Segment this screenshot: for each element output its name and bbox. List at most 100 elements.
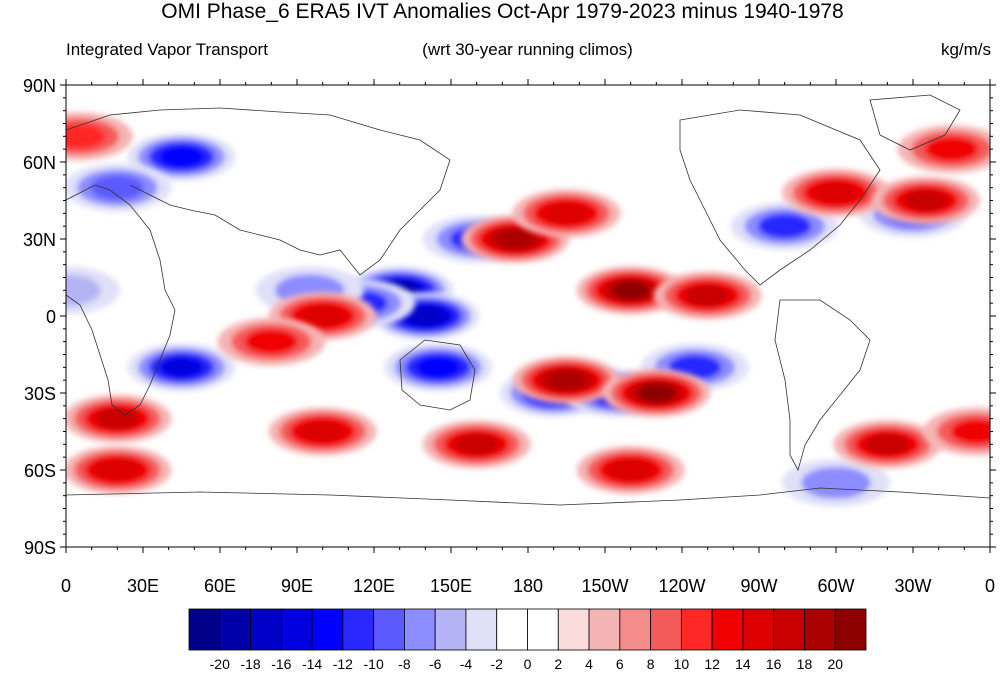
colorbar-label: -18 xyxy=(240,656,260,672)
lat-label: 60S xyxy=(24,461,56,481)
colorbar-swatch xyxy=(619,608,651,651)
colorbar-label: 8 xyxy=(647,656,655,672)
anomaly-contour xyxy=(66,123,106,149)
anomaly-contour xyxy=(801,466,871,499)
colorbar-swatch xyxy=(742,608,775,651)
colorbar-label: 2 xyxy=(554,656,562,672)
anomaly-contour xyxy=(814,182,858,204)
colorbar-swatch xyxy=(834,608,867,651)
colorbar-label: 14 xyxy=(735,656,751,672)
anomaly-blob xyxy=(923,407,990,456)
south-america-outline xyxy=(774,299,871,472)
colorbar-swatch xyxy=(250,608,282,651)
anomaly-blob xyxy=(217,317,326,366)
units-label: kg/m/s xyxy=(940,40,991,59)
anomaly-blob xyxy=(576,446,685,494)
colorbar-swatch xyxy=(342,608,375,651)
colorbar-swatch xyxy=(373,608,405,651)
anomaly-contour xyxy=(66,274,101,307)
colorbar-label: -2 xyxy=(491,656,504,672)
colorbar-swatch xyxy=(188,608,221,651)
lat-label: 90S xyxy=(24,538,56,558)
anomaly-contour xyxy=(608,459,653,481)
plot-area xyxy=(66,85,990,547)
colorbar-swatch xyxy=(804,608,836,651)
lon-label: 90E xyxy=(281,576,313,596)
anomaly-contour xyxy=(758,213,812,239)
colorbar-label: -4 xyxy=(460,656,473,672)
colorbar-swatch xyxy=(404,608,436,651)
anomaly-contour xyxy=(950,418,990,445)
australia-outline xyxy=(399,339,476,411)
anomaly-blob xyxy=(384,343,493,392)
greenland-outline xyxy=(869,94,961,151)
colorbar-label: 16 xyxy=(766,656,782,672)
anomaly-contour xyxy=(159,356,204,379)
lon-label: 180 xyxy=(513,576,543,596)
colorbar-label: -12 xyxy=(333,656,353,672)
lat-label: 30N xyxy=(23,230,56,250)
lon-label: 30E xyxy=(127,576,159,596)
lat-label: 30S xyxy=(24,384,56,404)
colorbar-label: -8 xyxy=(398,656,411,672)
colorbar-label: 0 xyxy=(524,656,532,672)
anomaly-blob xyxy=(730,202,839,251)
anomaly-contour xyxy=(544,202,589,224)
anomaly-blob xyxy=(833,420,942,469)
lon-label: 60E xyxy=(204,576,236,596)
colorbar-label: -14 xyxy=(302,656,322,672)
colorbar-swatch xyxy=(434,608,467,651)
lon-label: 90W xyxy=(740,576,777,596)
colorbar-swatch xyxy=(219,608,251,651)
colorbar-label: 10 xyxy=(674,656,690,672)
colorbar-label: 12 xyxy=(704,656,720,672)
colorbar-label: 20 xyxy=(827,656,843,672)
colorbar-label: 6 xyxy=(616,656,624,672)
lon-label: 150W xyxy=(581,576,628,596)
colorbar-swatch xyxy=(280,608,313,651)
anomaly-blob xyxy=(66,394,172,443)
anomaly-blob xyxy=(66,266,120,315)
colorbar-swatch xyxy=(680,608,713,651)
map-title: OMI Phase_6 ERA5 IVT Anomalies Oct-Apr 1… xyxy=(161,0,844,23)
colorbar-label: -10 xyxy=(364,656,384,672)
colorbar-swatch xyxy=(311,608,344,651)
anomaly-blob xyxy=(512,356,621,405)
anomaly-contour xyxy=(865,433,910,456)
anomaly-blob xyxy=(897,125,990,174)
lon-label: 0 xyxy=(985,576,995,596)
africa-outline xyxy=(66,184,176,416)
anomaly-contour xyxy=(547,370,586,390)
anomaly-contour xyxy=(454,433,499,456)
anomaly-blob xyxy=(782,458,890,507)
north-america-outline xyxy=(679,109,881,286)
anomaly-field xyxy=(66,112,990,507)
center-subtitle: (wrt 30-year running climos) xyxy=(422,40,633,59)
anomaly-blob xyxy=(127,343,236,392)
lon-label: 30W xyxy=(894,576,931,596)
anomaly-blob xyxy=(871,176,980,225)
lon-label: 0 xyxy=(61,576,71,596)
colorbar-label: 18 xyxy=(797,656,813,672)
anomaly-contour xyxy=(95,459,140,481)
anomaly-blob xyxy=(602,369,711,417)
colorbar-swatch xyxy=(588,608,621,651)
colorbar: -20 -18 -16 -14 -12 -10 -8 -6 -4 -2 0 2 4 6 8 10 12 14 16 1… xyxy=(188,608,867,672)
colorbar-swatch xyxy=(650,608,682,651)
left-subtitle: Integrated Vapor Transport xyxy=(66,40,268,59)
anomaly-contour xyxy=(496,229,535,249)
lon-label: 120W xyxy=(658,576,705,596)
colorbar-label: -20 xyxy=(210,656,230,672)
colorbar-label: -16 xyxy=(271,656,291,672)
colorbar-swatch xyxy=(465,608,498,651)
eurasia-outline xyxy=(66,107,451,276)
lat-label: 60N xyxy=(23,153,56,173)
lat-label: 90N xyxy=(23,76,56,96)
lon-label: 60W xyxy=(817,576,854,596)
anomaly-blob xyxy=(127,132,236,181)
lat-label: 0 xyxy=(46,307,56,327)
anomaly-contour xyxy=(924,136,979,162)
anomaly-contour xyxy=(159,146,204,168)
